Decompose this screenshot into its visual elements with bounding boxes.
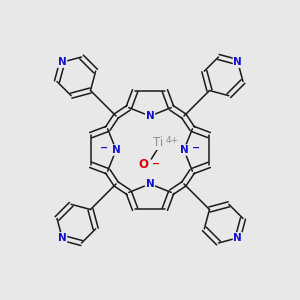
Text: −: − [192, 142, 200, 152]
Text: O: O [139, 158, 148, 171]
Text: N: N [233, 233, 242, 243]
Text: N: N [112, 145, 121, 155]
Text: N: N [233, 57, 242, 67]
Text: N: N [179, 145, 188, 155]
Text: N: N [58, 57, 67, 67]
Text: N: N [58, 233, 67, 243]
Text: 4+: 4+ [166, 136, 179, 145]
Text: Ti: Ti [153, 136, 163, 149]
Text: −: − [152, 159, 160, 169]
Text: N: N [146, 179, 154, 189]
Text: N: N [146, 111, 154, 121]
Text: −: − [100, 142, 108, 152]
